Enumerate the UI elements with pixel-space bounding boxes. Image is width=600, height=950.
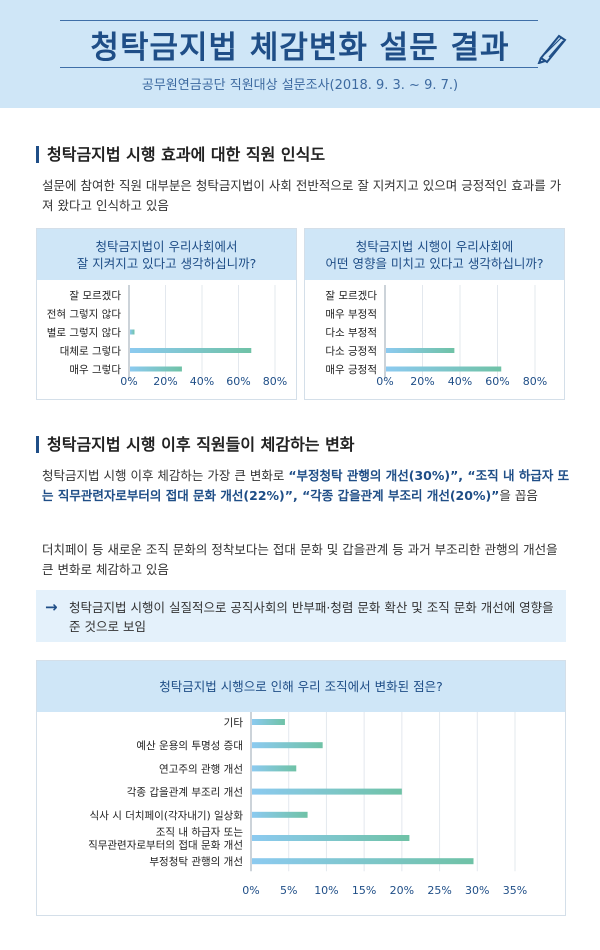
category-label: 대체로 그렇다: [60, 345, 122, 358]
x-tick-label: 20%: [410, 375, 434, 388]
x-tick-label: 20%: [390, 884, 414, 897]
bar: [252, 835, 410, 841]
x-tick-label: 0%: [120, 375, 137, 388]
x-tick-label: 40%: [190, 375, 214, 388]
category-label: 매우 그렇다: [69, 363, 121, 376]
bar: [386, 366, 502, 372]
section2-p1-before: 청탁금지법 시행 이후 체감하는 가장 큰 변화로: [42, 468, 289, 483]
x-tick-label: 20%: [153, 375, 177, 388]
category-label: 별로 그렇지 않다: [47, 326, 122, 339]
category-label: 다소 긍정적: [325, 346, 377, 358]
chart-panel-changes: 청탁금지법 시행으로 인해 우리 조직에서 변화된 점은? 0% 5% 10% 15%…: [36, 660, 566, 916]
bar: [252, 788, 402, 795]
category-label: 잘 모르겠다: [325, 290, 377, 302]
category-label: 잘 모르겠다: [69, 290, 121, 302]
bar: [252, 719, 285, 725]
bar: [252, 858, 474, 865]
x-tick-label: 15%: [352, 884, 376, 897]
bar: [252, 811, 308, 818]
chart-title-changes: 청탁금지법 시행으로 인해 우리 조직에서 변화된 점은?: [37, 661, 565, 712]
conclusion-note: → 청탁금지법 시행이 실질적으로 공직사회의 반부패·청렴 문화 확산 및 조…: [36, 590, 566, 642]
conclusion-text: 청탁금지법 시행이 실질적으로 공직사회의 반부패·청렴 문화 확산 및 조직 …: [69, 600, 554, 634]
x-tick-label: 60%: [485, 375, 509, 388]
category-label: 매우 부정적: [325, 309, 377, 321]
chart-title-compliance-text: 청탁금지법이 우리사회에서 잘 지켜지고 있다고 생각하십니까?: [76, 238, 257, 271]
category-label: 조직 내 하급자 또는 직무관련자로부터의 접대 문화 개선: [88, 826, 243, 852]
x-tick-label: 0%: [242, 884, 259, 897]
x-tick-label: 80%: [523, 375, 547, 388]
pen-icon: [537, 34, 567, 64]
x-tick-label: 35%: [503, 884, 527, 897]
section1-paragraph: 설문에 참여한 직원 대부분은 청탁금지법이 사회 전반적으로 잘 지켜지고 있…: [42, 178, 562, 213]
chart-panel-compliance: 청탁금지법이 우리사회에서 잘 지켜지고 있다고 생각하십니까? 0% 20% 40…: [36, 228, 297, 400]
x-tick-label: 5%: [280, 884, 297, 897]
section2-paragraph1: 청탁금지법 시행 이후 체감하는 가장 큰 변화로 “부정청탁 관행의 개선(3…: [42, 466, 572, 506]
section2-paragraph2: 더치페이 등 새로운 조직 문화의 정착보다는 접대 문화 및 갑을관계 등 과…: [42, 542, 558, 577]
category-label: 예산 운용의 투명성 증대: [136, 739, 243, 752]
category-label: 다소 부정적: [325, 327, 377, 339]
bar: [252, 742, 323, 749]
x-tick-label: 40%: [448, 375, 472, 388]
section2-p1-after: 을 꼽음: [499, 488, 538, 503]
category-label: 매우 긍정적: [325, 364, 377, 376]
arrow-right-icon: →: [45, 598, 58, 616]
section2-title: 청탁금지법 시행 이후 직원들이 체감하는 변화: [36, 436, 355, 453]
category-label: 부정청탁 관행의 개선: [149, 856, 243, 868]
bar: [386, 348, 455, 353]
chart-title-impact: 청탁금지법 시행이 우리사회에 어떤 영향을 미치고 있다고 생각하십니까?: [305, 229, 564, 280]
category-label: 식사 시 더치페이(각자내기) 일상화: [90, 809, 244, 822]
category-label: 각종 갑을관계 부조리 개선: [127, 787, 243, 799]
bar: [130, 348, 252, 353]
category-label: 기타: [224, 717, 244, 729]
section1-title: 청탁금지법 시행 효과에 대한 직원 인식도: [36, 146, 325, 163]
chart-title-compliance: 청탁금지법이 우리사회에서 잘 지켜지고 있다고 생각하십니까?: [37, 229, 296, 280]
chart-panel-impact: 청탁금지법 시행이 우리사회에 어떤 영향을 미치고 있다고 생각하십니까? 0…: [304, 228, 565, 400]
chart-title-impact-text: 청탁금지법 시행이 우리사회에 어떤 영향을 미치고 있다고 생각하십니까?: [325, 238, 544, 271]
header-top-rule: [60, 20, 538, 21]
header-banner: 청탁금지법 체감변화 설문 결과 공무원연금공단 직원대상 설문조사(2018.…: [0, 0, 600, 108]
bar: [252, 765, 297, 772]
page-subtitle: 공무원연금공단 직원대상 설문조사(2018. 9. 3. ~ 9. 7.): [141, 78, 459, 93]
chart-title-changes-text: 청탁금지법 시행으로 인해 우리 조직에서 변화된 점은?: [159, 679, 443, 694]
bar: [130, 329, 135, 335]
category-label: 연고주의 관행 개선: [159, 763, 243, 775]
x-tick-label: 0%: [376, 375, 393, 388]
x-tick-label: 25%: [427, 884, 451, 897]
x-tick-label: 60%: [226, 375, 250, 388]
header-bottom-rule: [60, 67, 538, 68]
category-label: 전혀 그렇지 않다: [47, 308, 122, 321]
section2-p1-highlight: “부정청탁 관행의 개선(30%)”, “조직 내 하급자 또는 직무관련자로부…: [42, 468, 570, 503]
x-tick-label: 10%: [314, 884, 338, 897]
page-title: 청탁금지법 체감변화 설문 결과: [90, 30, 510, 66]
bar: [130, 366, 182, 372]
x-tick-label: 80%: [263, 375, 287, 388]
x-tick-label: 30%: [465, 884, 489, 897]
